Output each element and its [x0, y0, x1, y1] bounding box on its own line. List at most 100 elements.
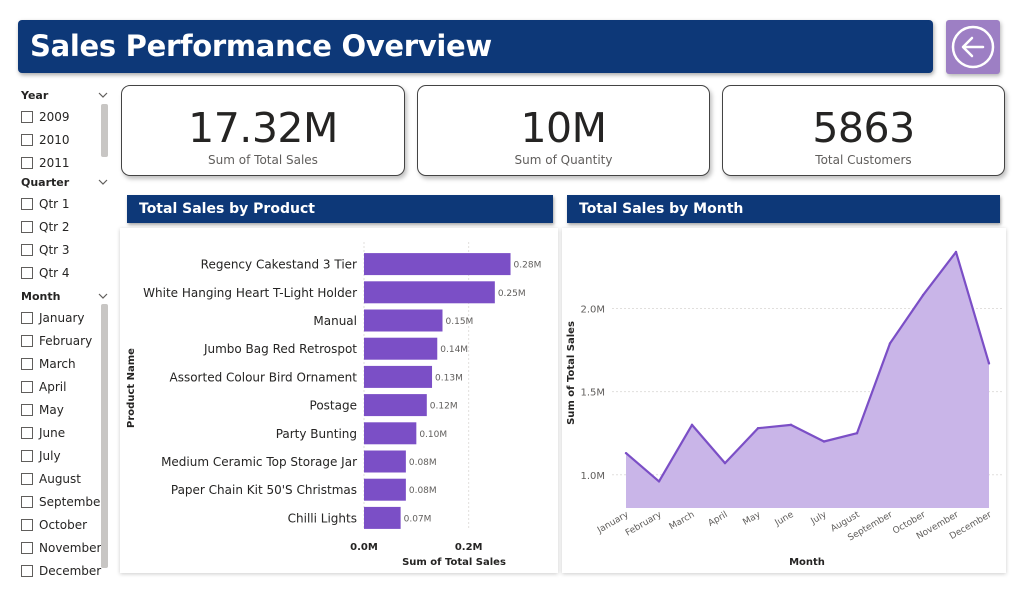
slicer-option[interactable]: December [18, 559, 110, 582]
slicer-option[interactable]: April [18, 375, 110, 398]
checkbox[interactable] [21, 564, 33, 577]
product-section-header: Total Sales by Product [127, 195, 553, 223]
checkbox[interactable] [21, 156, 33, 169]
slicer-option[interactable]: 2010 [18, 128, 110, 151]
slicer-option[interactable]: July [18, 444, 110, 467]
slicer-option-label: September [39, 494, 106, 509]
month-slicer: Month January February March April May June Ju… [18, 289, 110, 582]
data-label: 0.15M [446, 317, 474, 327]
checkbox[interactable] [21, 243, 33, 256]
slicer-option-label: November [39, 540, 102, 555]
checkbox[interactable] [21, 197, 33, 210]
chevron-down-icon[interactable] [96, 175, 110, 189]
checkbox[interactable] [21, 426, 33, 439]
category-label: Chilli Lights [288, 511, 357, 525]
quarter-list: Qtr 1 Qtr 2 Qtr 3 Qtr 4 [18, 192, 110, 284]
data-point [987, 362, 991, 365]
bar [364, 478, 406, 501]
year-slicer-header[interactable]: Year [18, 88, 110, 102]
back-button[interactable] [946, 20, 1000, 74]
month-chart-card: 1.0M 1.5M 2.0M January February March April May… [562, 228, 1006, 573]
slicer-option-label: May [39, 402, 64, 417]
quarter-slicer-label: Quarter [21, 175, 70, 189]
slicer-option-label: Qtr 3 [39, 242, 70, 257]
slicer-option[interactable]: August [18, 467, 110, 490]
y-tick-label: 1.5M [580, 388, 605, 399]
x-tick-label: May [741, 510, 763, 528]
slicer-option-label: June [39, 425, 66, 440]
category-label: Medium Ceramic Top Storage Jar [161, 455, 357, 469]
x-tick-label: April [707, 510, 730, 529]
data-label: 0.13M [435, 373, 463, 383]
slicer-option[interactable]: March [18, 352, 110, 375]
data-label: 0.28M [514, 261, 542, 271]
checkbox[interactable] [21, 357, 33, 370]
x-tick-label: July [809, 510, 829, 528]
slicer-option[interactable]: January [18, 306, 110, 329]
checkbox[interactable] [21, 518, 33, 531]
slicer-option[interactable]: Qtr 1 [18, 192, 110, 215]
category-label: Regency Cakestand 3 Tier [201, 258, 357, 272]
slicer-option-label: April [39, 379, 67, 394]
slicer-option-label: Qtr 1 [39, 196, 70, 211]
chevron-down-icon[interactable] [96, 88, 110, 102]
data-point [888, 342, 892, 345]
slicer-option[interactable]: February [18, 329, 110, 352]
year-scrollbar[interactable] [101, 104, 108, 157]
slicer-option[interactable]: Qtr 2 [18, 215, 110, 238]
slicer-option[interactable]: 2009 [18, 105, 110, 128]
checkbox[interactable] [21, 472, 33, 485]
slicer-option[interactable]: October [18, 513, 110, 536]
y-axis-title: Product Name [126, 348, 137, 428]
year-slicer: Year 2009 2010 2011 [18, 88, 110, 174]
data-label: 0.08M [409, 458, 437, 468]
checkbox[interactable] [21, 110, 33, 123]
checkbox[interactable] [21, 541, 33, 554]
back-arrow-icon [951, 25, 995, 69]
slicer-option-label: Qtr 4 [39, 265, 70, 280]
x-tick-label: February [624, 510, 664, 539]
data-point [822, 440, 826, 443]
checkbox[interactable] [21, 449, 33, 462]
slicer-option-label: December [39, 563, 102, 578]
kpi-card-total-sales: 17.32M Sum of Total Sales [121, 85, 405, 176]
category-label: Postage [310, 399, 357, 413]
chevron-down-icon[interactable] [96, 289, 110, 303]
checkbox[interactable] [21, 334, 33, 347]
page-title: Sales Performance Overview [30, 29, 492, 63]
slicer-option-label: 2010 [39, 132, 70, 147]
checkbox[interactable] [21, 311, 33, 324]
checkbox[interactable] [21, 220, 33, 233]
product-bar-chart[interactable]: Regency Cakestand 3 Tier 0.28M White Hangi… [120, 228, 558, 573]
x-axis-title: Sum of Total Sales [402, 557, 506, 568]
checkbox[interactable] [21, 380, 33, 393]
x-tick-label: June [773, 510, 796, 529]
x-tick-label: March [668, 510, 697, 532]
slicer-option[interactable]: Qtr 3 [18, 238, 110, 261]
data-label: 0.25M [498, 289, 526, 299]
kpi-value: 5863 [812, 104, 915, 152]
year-slicer-label: Year [21, 88, 49, 102]
slicer-option[interactable]: Qtr 4 [18, 261, 110, 284]
year-list: 2009 2010 2011 [18, 105, 110, 174]
slicer-option[interactable]: May [18, 398, 110, 421]
slicer-option[interactable]: September [18, 490, 110, 513]
slicer-option[interactable]: June [18, 421, 110, 444]
kpi-value: 10M [520, 104, 607, 152]
slicer-option-label: Qtr 2 [39, 219, 70, 234]
category-label: Manual [313, 314, 357, 328]
checkbox[interactable] [21, 495, 33, 508]
checkbox[interactable] [21, 266, 33, 279]
data-point [624, 451, 628, 455]
slicer-option-label: January [39, 310, 85, 325]
y-tick-label: 1.0M [580, 471, 605, 482]
month-scrollbar[interactable] [101, 304, 108, 568]
month-slicer-header[interactable]: Month [18, 289, 110, 303]
data-label: 0.12M [430, 402, 458, 412]
quarter-slicer-header[interactable]: Quarter [18, 175, 110, 189]
slicer-option[interactable]: November [18, 536, 110, 559]
slicer-option[interactable]: 2011 [18, 151, 110, 174]
checkbox[interactable] [21, 403, 33, 416]
checkbox[interactable] [21, 133, 33, 146]
